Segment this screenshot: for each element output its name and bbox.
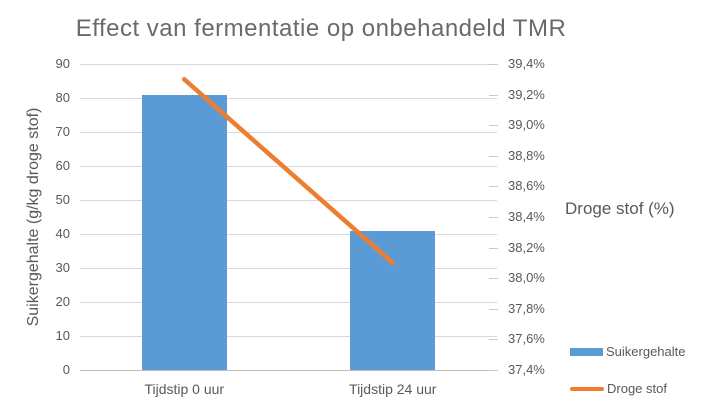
- y-right-tick-label: 38,8%: [508, 147, 545, 163]
- y-left-tick-label: 40: [55, 226, 70, 241]
- x-category-label: Tijdstip 0 uur: [144, 381, 225, 397]
- y-right-tick-label: 37,8%: [508, 300, 545, 316]
- y-right-tick-mark: [489, 370, 498, 371]
- y-left-tick-label: 0: [62, 362, 70, 377]
- legend-bar-swatch: [570, 347, 603, 356]
- y-right-tick-label: 37,6%: [508, 331, 545, 347]
- gridline: [80, 267, 497, 269]
- gridline: [80, 301, 497, 303]
- gridline: [80, 233, 497, 235]
- y-left-tick-label: 70: [55, 124, 70, 139]
- legend-label: Suikergehalte: [606, 344, 686, 359]
- y-left-tick-label: 90: [55, 56, 70, 71]
- trend-line: [182, 77, 395, 266]
- y-right-tick-label: 38,0%: [508, 270, 545, 286]
- legend-label: Droge stof: [607, 381, 667, 396]
- bar-1: [350, 230, 436, 370]
- y-right-tick-mark: [489, 94, 498, 96]
- gridline: [80, 335, 497, 337]
- chart-title: Effect van fermentatie op onbehandeld TM…: [75, 15, 567, 42]
- y-right-tick-mark: [489, 308, 498, 310]
- bar-0: [141, 94, 227, 370]
- gridline: [80, 165, 497, 167]
- y-right-tick-label: 37,4%: [508, 362, 545, 377]
- y-right-tick-label: 38,6%: [508, 178, 545, 194]
- y-right-tick-label: 38,4%: [508, 209, 545, 224]
- y-right-tick-mark: [489, 339, 498, 341]
- y-left-tick-label: 10: [55, 328, 70, 343]
- y-right-tick-mark: [489, 217, 498, 218]
- x-category-label: Tijdstip 24 uur: [349, 381, 437, 397]
- gridline: [80, 199, 497, 201]
- y-left-tick-label: 60: [55, 158, 70, 173]
- y-left-tick-label: 20: [55, 294, 70, 309]
- y-left-tick-label: 50: [55, 192, 70, 207]
- gridline: [80, 97, 497, 99]
- y-left-tick-label: 30: [55, 260, 70, 275]
- y-right-tick-mark: [489, 125, 498, 127]
- gridline: [80, 63, 497, 65]
- y-right-tick-label: 38,2%: [508, 239, 545, 255]
- gridline: [80, 131, 497, 133]
- y-right-tick-mark: [489, 278, 498, 280]
- y-right-tick-mark: [489, 247, 498, 249]
- legend-item-droge-stof: Droge stof: [570, 381, 667, 396]
- plot-area: [80, 63, 497, 371]
- y-right-tick-label: 39,0%: [508, 117, 545, 133]
- legend-item-suikergehalte: Suikergehalte: [570, 344, 686, 359]
- y-right-tick-mark: [489, 186, 498, 188]
- y-right-tick-mark: [489, 64, 498, 65]
- legend-line-swatch: [570, 386, 604, 391]
- y-right-tick-label: 39,2%: [508, 86, 545, 102]
- y-axis-title-right: Droge stof (%): [565, 199, 675, 218]
- y-right-tick-mark: [489, 155, 498, 157]
- y-left-tick-label: 80: [55, 90, 70, 105]
- y-right-tick-label: 39,4%: [508, 56, 545, 71]
